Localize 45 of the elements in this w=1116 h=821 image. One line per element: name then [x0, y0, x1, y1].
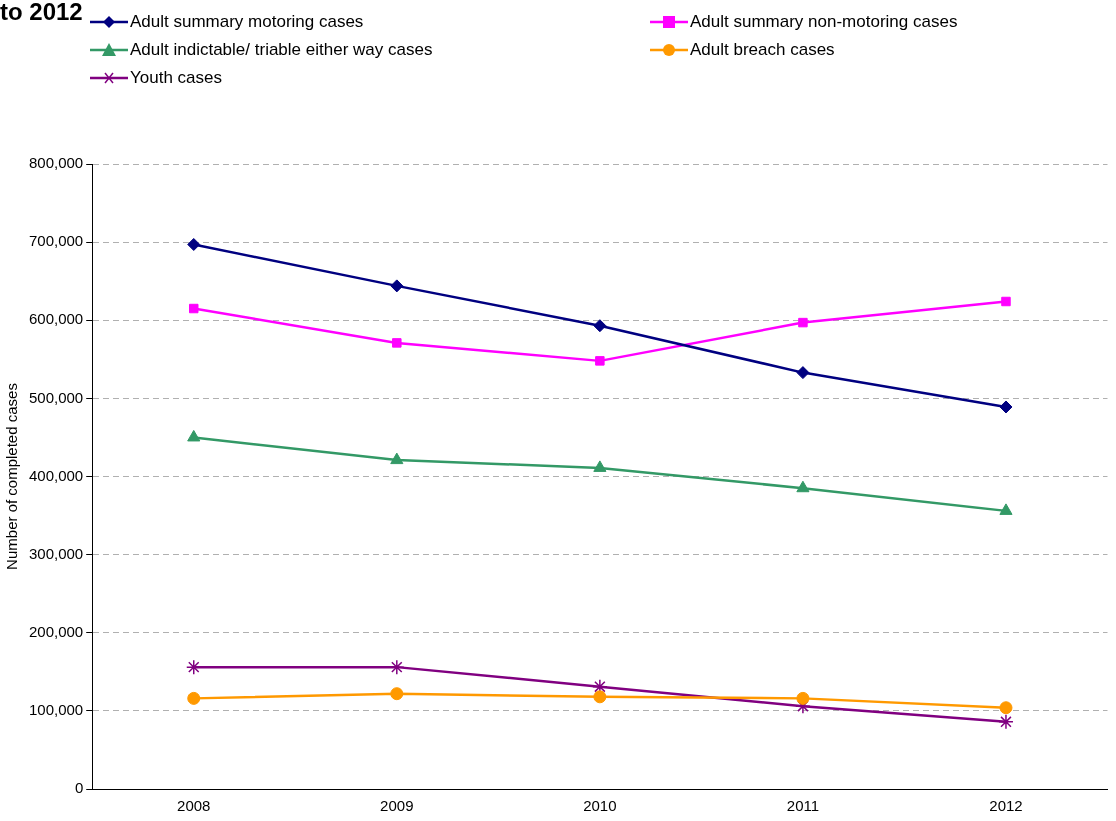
legend-label: Adult summary motoring cases	[130, 12, 364, 32]
x-tick-label: 2008	[177, 797, 211, 815]
point	[390, 452, 404, 465]
y-tick-label: 300,000	[28, 544, 84, 562]
point	[392, 338, 402, 348]
point	[187, 691, 201, 705]
legend-label: Adult indictable/ triable either way cases	[130, 40, 433, 60]
point	[592, 678, 608, 695]
y-axis-title: Number of completed cases	[3, 383, 21, 570]
x-tick-label: 2010	[583, 797, 617, 815]
y-tick-label: 800,000	[28, 154, 84, 172]
y-tick-label: 500,000	[28, 388, 84, 406]
point	[595, 356, 605, 366]
point	[998, 714, 1014, 730]
point	[390, 687, 404, 701]
point	[798, 317, 808, 328]
point	[389, 659, 405, 675]
y-tick-label: 400,000	[28, 466, 84, 484]
y-tick-label: 200,000	[28, 622, 84, 640]
x-tick-label: 2012	[989, 797, 1023, 815]
point	[593, 319, 607, 333]
legend-label: Youth cases	[130, 68, 222, 88]
point	[796, 480, 810, 493]
point	[796, 366, 810, 380]
point	[796, 691, 810, 705]
point	[999, 400, 1013, 414]
legend-label: Adult breach cases	[690, 40, 835, 60]
y-tick-label: 100,000	[28, 701, 84, 719]
point	[189, 303, 199, 314]
y-tick-label: 700,000	[28, 232, 84, 250]
point	[999, 701, 1013, 715]
point	[999, 503, 1013, 515]
chart-title: to 2012	[0, 0, 83, 25]
legend-label: Adult summary non-motoring cases	[690, 12, 958, 32]
point	[187, 429, 201, 442]
point	[593, 690, 607, 704]
point	[1001, 296, 1011, 307]
point	[593, 460, 607, 472]
point	[186, 659, 202, 675]
y-tick-label: 0	[74, 779, 84, 797]
x-tick-label: 2009	[380, 797, 414, 815]
point	[390, 279, 404, 293]
y-tick-label: 600,000	[28, 310, 84, 328]
point	[187, 237, 201, 251]
x-tick-label: 2011	[786, 797, 820, 815]
